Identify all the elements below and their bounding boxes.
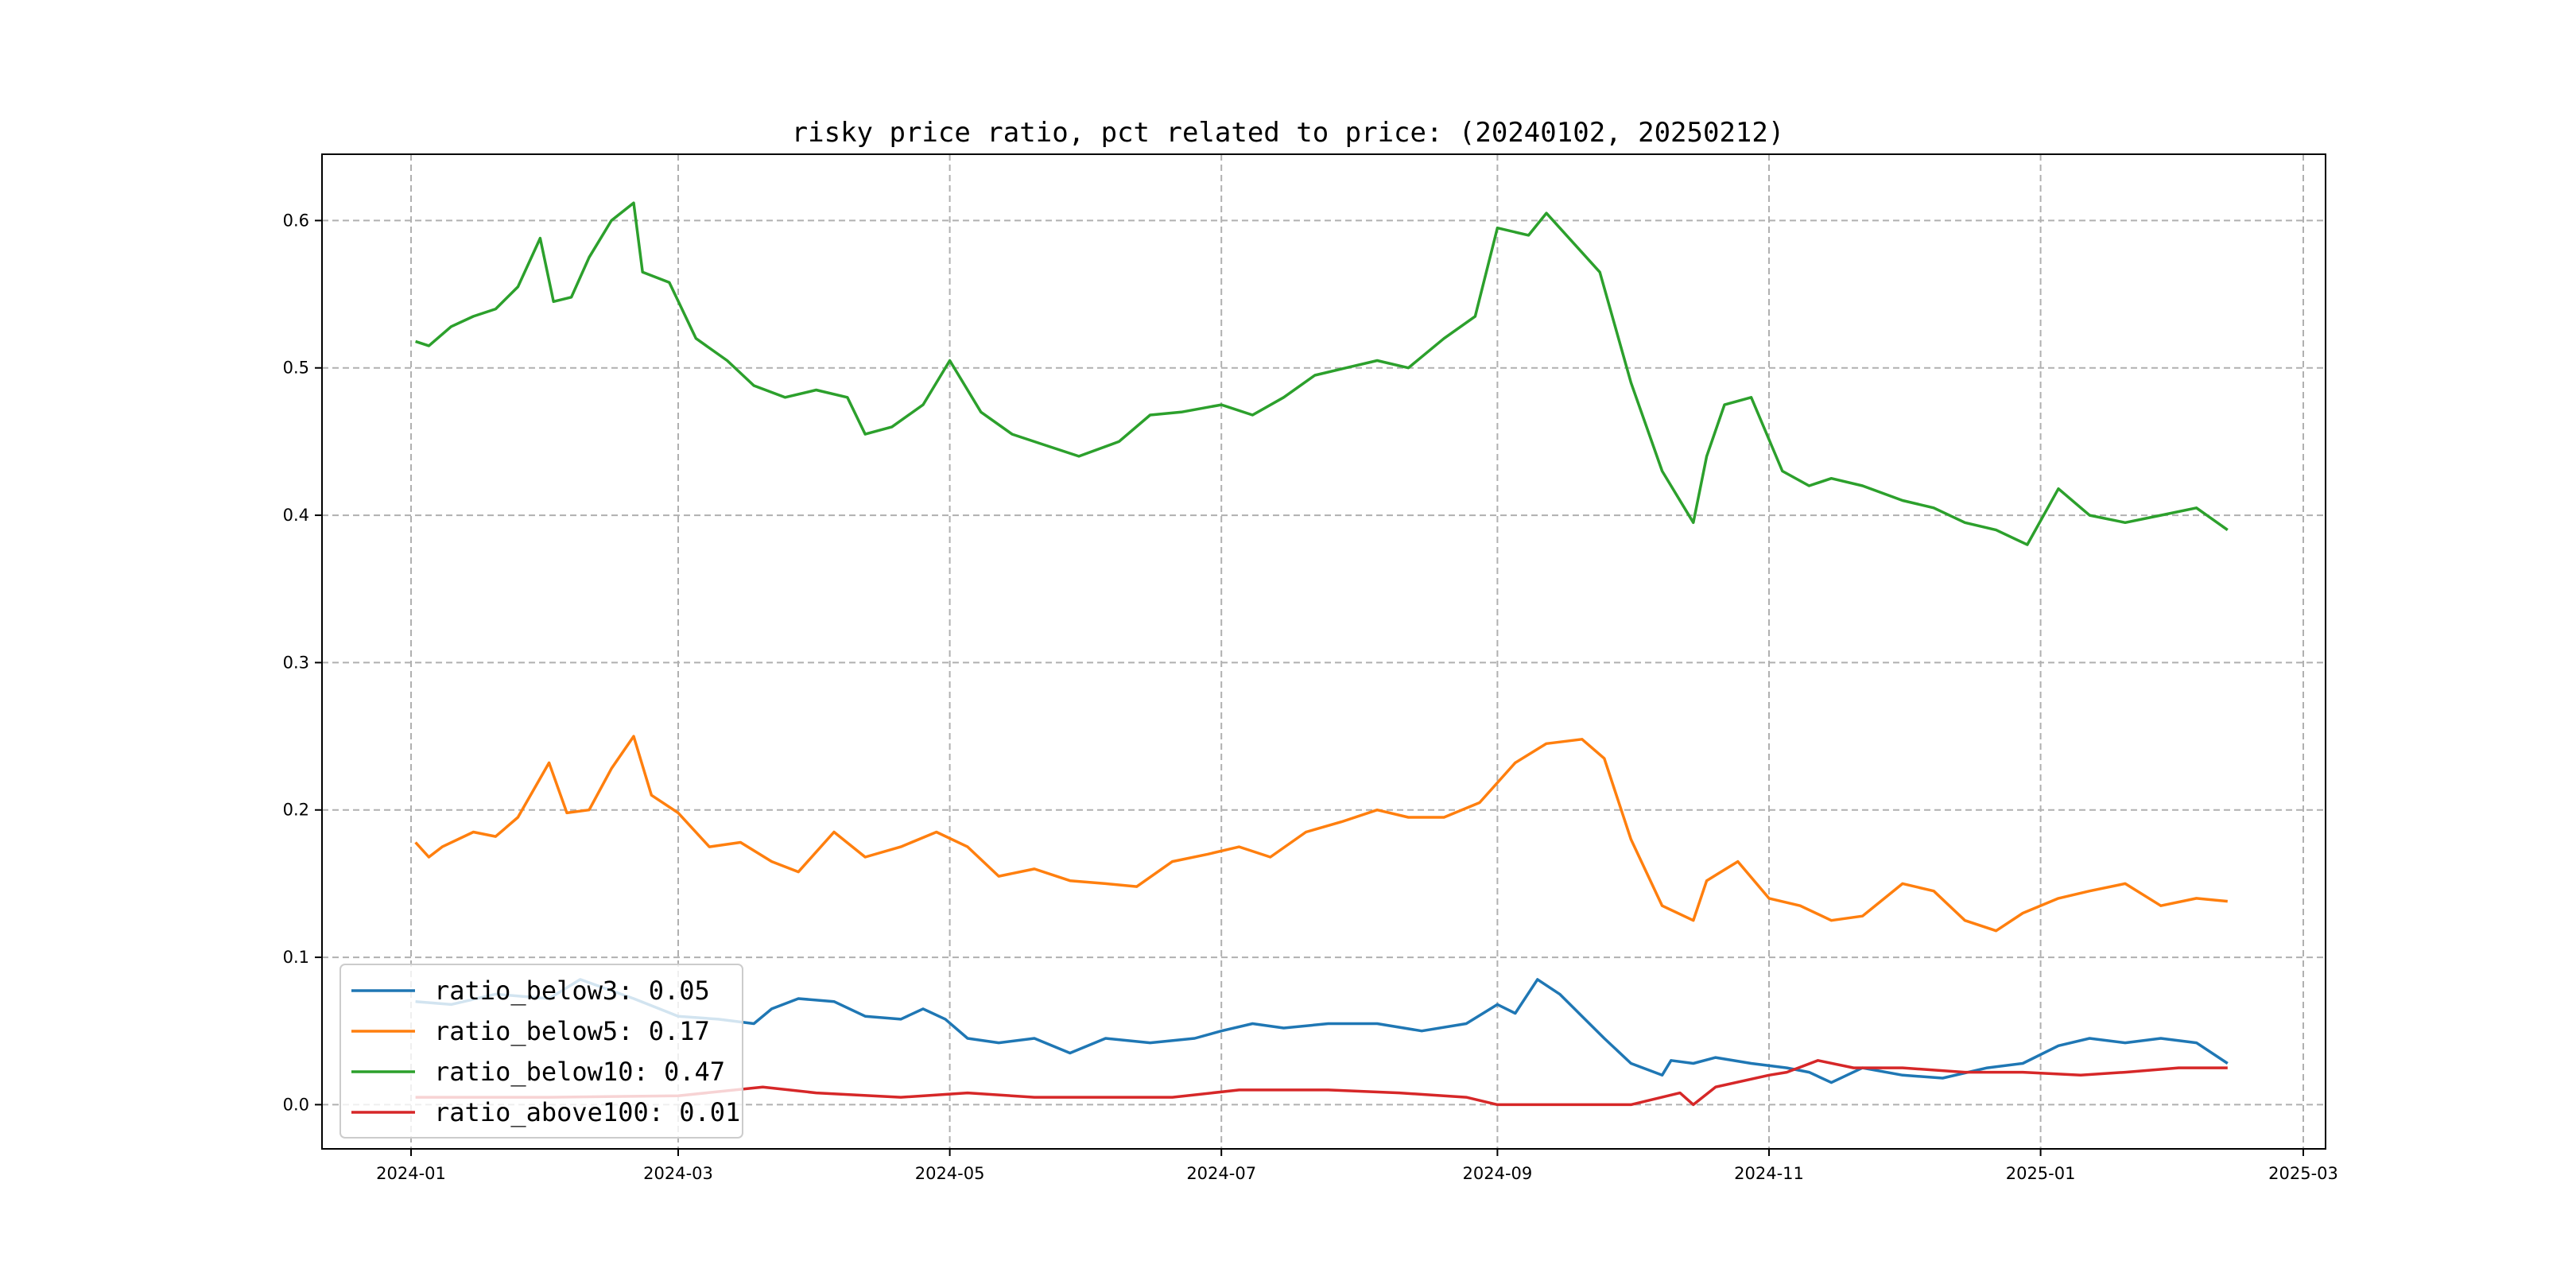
y-tick-label: 0.3 <box>283 653 309 672</box>
y-tick-label: 0.4 <box>283 506 309 525</box>
series-line-ratio-below5 <box>414 735 2228 933</box>
x-tick-label: 2024-01 <box>376 1164 446 1183</box>
series-layer <box>414 201 2229 1107</box>
x-tick-label: 2025-01 <box>2006 1164 2076 1183</box>
x-tick-label: 2024-11 <box>1734 1164 1804 1183</box>
x-tick-label: 2024-03 <box>643 1164 713 1183</box>
legend-label: ratio_above100: 0.01 <box>434 1097 740 1127</box>
x-axis: 2024-01 2024-03 2024-05 2024-07 2024-09 2024-… <box>376 1149 2338 1183</box>
series-line-ratio-above100 <box>415 1059 2228 1107</box>
y-tick-label: 0.5 <box>283 359 309 378</box>
series-line-ratio-below3 <box>415 978 2229 1084</box>
y-tick-label: 0.1 <box>283 948 309 967</box>
y-tick-label: 0.2 <box>283 801 309 820</box>
series-line-ratio-below10 <box>415 201 2229 546</box>
x-tick-label: 2024-05 <box>915 1164 985 1183</box>
x-tick-label: 2025-03 <box>2268 1164 2338 1183</box>
grid-lines <box>322 154 2326 1149</box>
chart-title: risky price ratio, pct related to price:… <box>792 117 1785 149</box>
legend: ratio_below3: 0.05 ratio_below5: 0.17 rati… <box>339 964 743 1139</box>
y-axis: 0.0 0.1 0.2 0.3 0.4 0.5 0.6 <box>283 211 322 1114</box>
legend-label: ratio_below10: 0.47 <box>434 1057 725 1087</box>
y-tick-label: 0.0 <box>283 1095 309 1114</box>
plot-frame <box>321 153 2326 1150</box>
legend-box <box>339 964 743 1139</box>
legend-label: ratio_below5: 0.17 <box>434 1016 710 1046</box>
y-tick-label: 0.6 <box>283 211 309 230</box>
x-tick-label: 2024-09 <box>1463 1164 1533 1183</box>
legend-label: ratio_below3: 0.05 <box>434 976 710 1006</box>
x-tick-label: 2024-07 <box>1186 1164 1256 1183</box>
